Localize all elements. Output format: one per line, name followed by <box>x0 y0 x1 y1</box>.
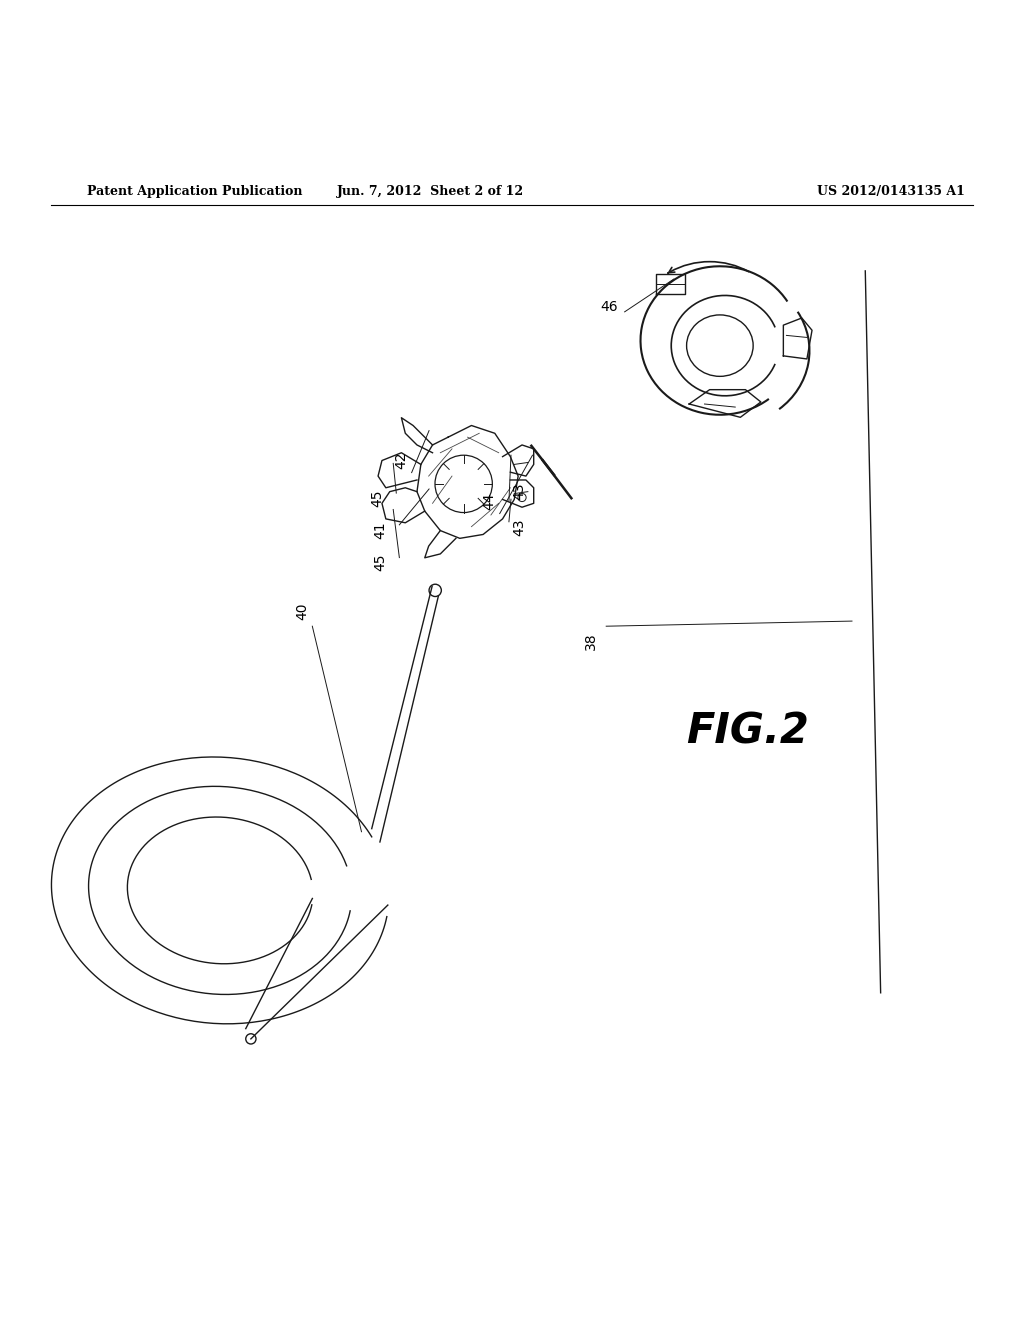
Text: 45: 45 <box>373 554 387 572</box>
Text: 38: 38 <box>584 632 598 651</box>
Text: 41: 41 <box>373 521 387 539</box>
Text: Patent Application Publication: Patent Application Publication <box>87 185 302 198</box>
Text: 44: 44 <box>482 492 497 510</box>
Text: 45: 45 <box>370 490 384 507</box>
Text: US 2012/0143135 A1: US 2012/0143135 A1 <box>817 185 965 198</box>
Text: FIG.2: FIG.2 <box>686 710 809 752</box>
Text: Jun. 7, 2012  Sheet 2 of 12: Jun. 7, 2012 Sheet 2 of 12 <box>337 185 523 198</box>
Text: 42: 42 <box>394 451 409 469</box>
Text: 43: 43 <box>512 519 526 536</box>
Text: 43: 43 <box>512 482 526 500</box>
Text: 46: 46 <box>600 300 618 314</box>
Text: 40: 40 <box>295 602 309 619</box>
